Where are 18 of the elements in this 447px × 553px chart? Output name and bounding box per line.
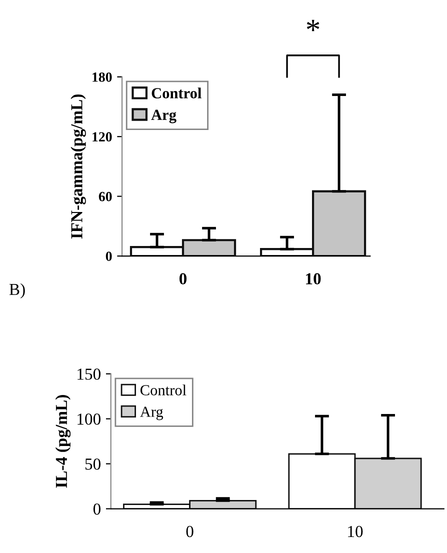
legend-label: Arg [151, 110, 176, 124]
y-tick-label: 0 [106, 252, 112, 261]
legend-label: Control [152, 88, 202, 98]
y-tick-label: 120 [92, 132, 112, 142]
y-tick-label: 180 [92, 72, 112, 82]
y-tick-label: 0 [93, 503, 100, 515]
text: * [306, 20, 320, 32]
y-axis-title: IL-4 (pg/mL) [55, 395, 71, 488]
legend-label: Arg [140, 406, 164, 420]
legend-label: Control [140, 384, 186, 396]
y-tick-label: 50 [85, 458, 100, 470]
y-tick-label: 60 [98, 192, 112, 202]
x-tick-label: 10 [348, 526, 363, 538]
y-tick-label: 150 [78, 368, 100, 380]
y-tick-label: 100 [78, 414, 100, 425]
x-tick-label: 10 [306, 273, 321, 284]
y-axis-title: IFN-gamma(pg/mL) [70, 94, 86, 239]
chart-title: B) [9, 283, 25, 298]
